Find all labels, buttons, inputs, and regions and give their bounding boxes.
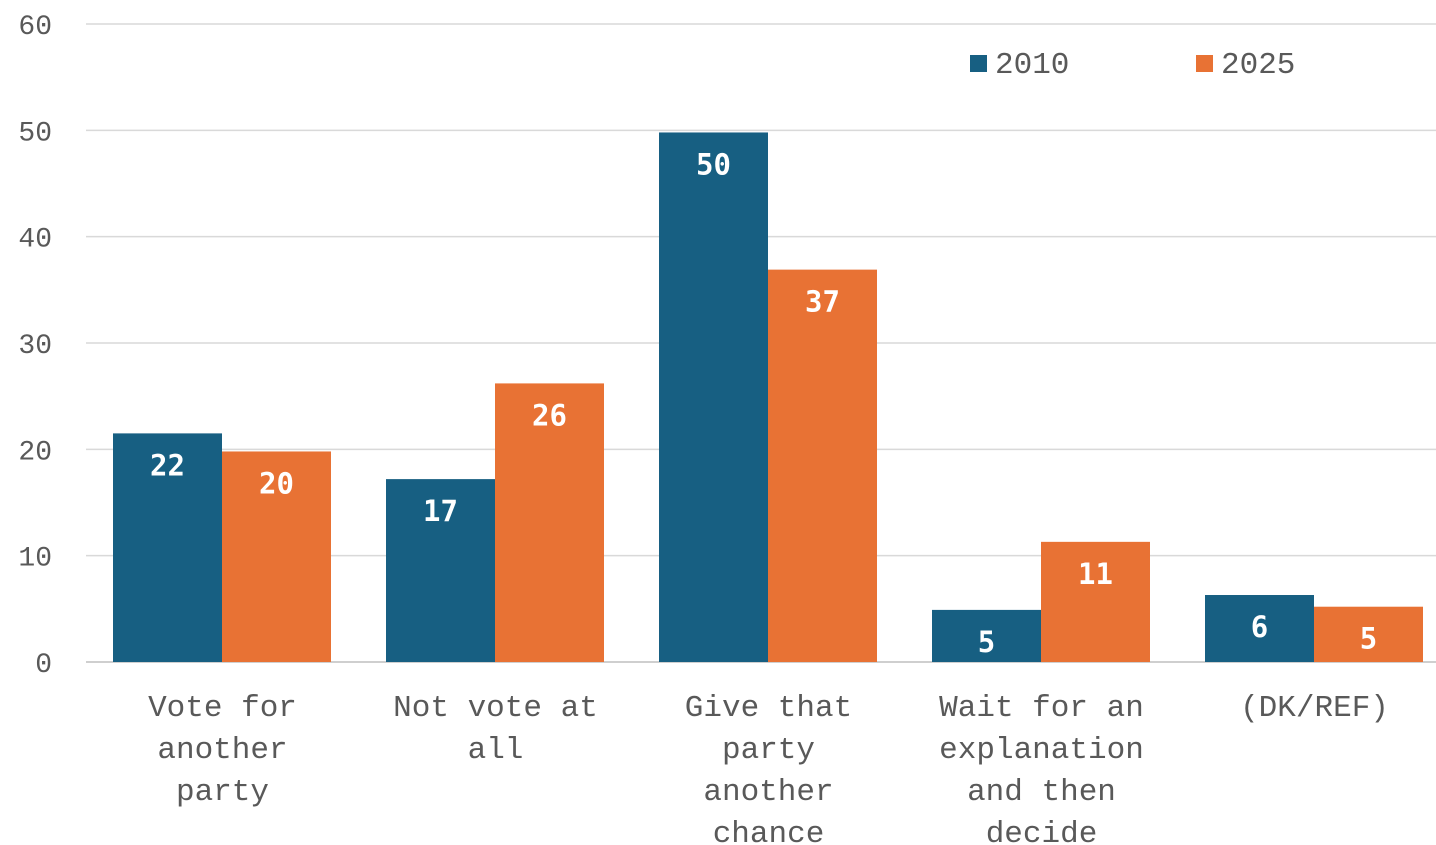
- data-label: 11: [1078, 557, 1113, 591]
- data-label: 20: [259, 466, 294, 500]
- y-tick-label: 60: [18, 12, 52, 43]
- x-tick-label-line: and then: [967, 775, 1116, 810]
- bars: 22 17 50 5 6 20 26 37 11 5: [113, 132, 1423, 662]
- y-tick-label: 40: [18, 225, 52, 256]
- bar-2010-4: [1205, 595, 1314, 662]
- data-label: 22: [150, 448, 185, 482]
- y-tick-label: 30: [18, 331, 52, 362]
- x-tick-label-line: Not vote at: [393, 691, 598, 726]
- bar-2010-1: [386, 479, 495, 662]
- bar-2010-0: [113, 433, 222, 662]
- x-tick-label-line: another: [157, 733, 287, 768]
- y-tick-label: 50: [18, 118, 52, 149]
- y-tick-label: 20: [18, 437, 52, 468]
- data-label: 17: [423, 494, 458, 528]
- legend-label: 2025: [1221, 48, 1295, 83]
- data-label: 50: [696, 147, 731, 181]
- x-tick-label-line: all: [468, 733, 524, 768]
- x-tick-label-line: another: [703, 775, 833, 810]
- bar-2025-1: [495, 383, 604, 662]
- legend-label: 2010: [995, 48, 1069, 83]
- bar-2010-2: [659, 132, 768, 662]
- data-label: 6: [1251, 610, 1268, 644]
- x-tick-label-line: Vote for: [148, 691, 297, 726]
- y-axis: 0 10 20 30 40 50 60: [18, 12, 52, 681]
- legend-swatch-2025: [1196, 55, 1213, 72]
- x-tick-label: Give that party another chance: [685, 691, 852, 845]
- y-tick-label: 10: [18, 544, 52, 575]
- data-label: 26: [532, 398, 567, 432]
- x-tick-label-line: Give that: [685, 691, 852, 726]
- bar-2025-3: [1041, 541, 1150, 662]
- bar-2025-4: [1314, 606, 1423, 662]
- x-tick-label: Not vote at all: [393, 691, 598, 768]
- x-tick-label-line: explanation: [939, 733, 1144, 768]
- bar-2010-3: [932, 609, 1041, 662]
- x-tick-label-line: Wait for an: [939, 691, 1144, 726]
- x-tick-label-line: chance: [713, 817, 825, 845]
- x-tick-label-line: decide: [986, 817, 1098, 845]
- data-label: 5: [978, 625, 995, 659]
- x-tick-label: (DK/REF): [1240, 691, 1389, 726]
- x-axis: Vote for another party Not vote at all Give t…: [148, 691, 1389, 845]
- y-tick-label: 0: [35, 650, 52, 681]
- legend: 2010 2025: [970, 48, 1295, 83]
- legend-swatch-2010: [970, 55, 987, 72]
- bar-2025-2: [768, 269, 877, 662]
- data-label: 5: [1360, 622, 1377, 656]
- x-tick-label: Wait for an explanation and then decide: [939, 691, 1144, 845]
- x-tick-label-line: party: [176, 775, 269, 810]
- x-tick-label-line: party: [722, 733, 815, 768]
- x-tick-label: Vote for another party: [148, 691, 297, 810]
- x-tick-label-line: (DK/REF): [1240, 691, 1389, 726]
- bar-2025-0: [222, 451, 331, 662]
- data-label: 37: [805, 285, 840, 319]
